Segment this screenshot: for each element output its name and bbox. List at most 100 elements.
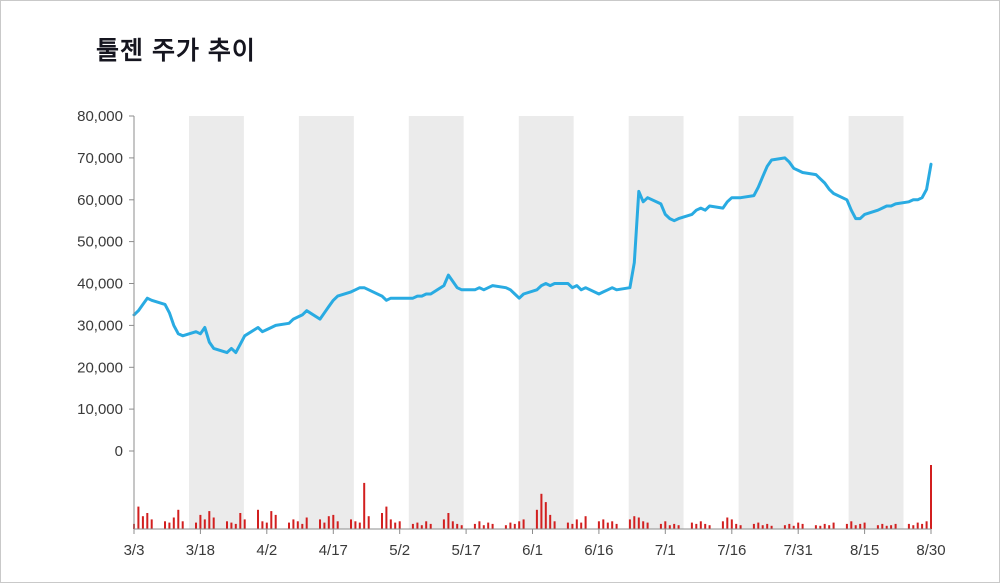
volume-bar [739,525,742,529]
volume-bar [513,523,516,529]
plot-band [683,116,739,529]
volume-bar [659,523,662,529]
volume-bar [673,523,676,529]
plot-band [518,116,574,529]
volume-bar [801,523,804,529]
x-axis-label: 7/16 [717,542,746,559]
volume-bar [695,523,698,529]
volume-bar [544,502,547,529]
volume-bar [677,525,680,529]
volume-bar [916,522,919,529]
volume-bar [540,493,543,529]
plot-band [463,116,519,529]
volume-bar [921,523,924,529]
plot-band [353,116,409,529]
volume-bar [332,514,335,529]
y-axis-label: 40,000 [77,276,123,293]
volume-bar [234,523,237,529]
volume-bar [823,523,826,529]
volume-bar [265,522,268,529]
volume-bar [239,513,242,529]
volume-bar [420,525,423,529]
volume-bar [845,523,848,529]
volume-bar [646,522,649,529]
volume-bar [358,522,361,529]
volume-bar [141,516,144,529]
x-axis-label: 7/31 [784,542,813,559]
volume-bar [319,519,321,529]
volume-bar [381,513,383,529]
volume-bar [597,521,600,529]
volume-bar [203,519,206,529]
x-axis-label: 3/3 [124,542,145,559]
volume-bar [261,521,264,529]
plot-band [628,116,684,529]
volume-bar [416,522,419,529]
volume-bar [783,525,786,529]
volume-bar [274,514,277,529]
volume-bar [509,522,512,529]
volume-bar [164,521,166,529]
volume-bar [208,511,211,529]
volume-bar [699,521,702,529]
volume-bar [398,521,401,529]
x-axis-label: 4/2 [256,542,277,559]
volume-bar [350,519,352,529]
volume-bar [146,513,149,529]
volume-bar [828,525,831,529]
volume-bar [735,523,738,529]
volume-bar [890,525,893,529]
plot-band [793,116,849,529]
x-axis-label: 6/1 [522,542,543,559]
volume-bar [704,523,707,529]
volume-bar [460,525,463,529]
volume-bar [305,517,308,529]
volume-bar [571,523,574,529]
volume-bar [580,522,583,529]
volume-bar [181,521,184,529]
volume-bar [854,525,857,529]
volume-bar [832,522,835,529]
volume-bar [788,523,791,529]
volume-bar [456,523,459,529]
volume-bar [137,506,140,529]
volume-bar [478,521,481,529]
volume-bar [912,525,915,529]
volume-bar [859,523,862,529]
plot-band [848,116,904,529]
volume-bar [637,517,640,529]
x-axis-label: 7/1 [655,542,676,559]
plot-band [573,116,629,529]
volume-bar [752,523,755,529]
volume-bar [257,509,259,529]
volume-bar [668,525,671,529]
volume-bar [549,514,552,529]
plot-band [134,116,189,529]
volume-bar [881,523,884,529]
volume-bar [425,521,428,529]
volume-bar [336,521,339,529]
volume-bar [270,511,273,529]
volume-bar [708,525,711,529]
volume-bar [730,519,733,529]
volume-bar [442,519,445,529]
volume-bar [721,521,724,529]
y-axis-label: 10,000 [77,401,123,418]
volume-bar [885,525,888,529]
volume-bar [177,509,180,529]
volume-bar [761,525,764,529]
volume-bar [535,509,538,529]
volume-bar [522,519,525,529]
volume-bar [363,482,366,529]
volume-bar [553,521,556,529]
volume-bar [429,523,432,529]
volume-bar [385,506,388,529]
volume-bar [584,516,587,529]
plot-band [903,116,931,529]
x-axis-label: 4/17 [319,542,348,559]
volume-bar [172,517,175,529]
y-axis-label: 80,000 [77,108,123,125]
volume-bar [411,523,414,529]
